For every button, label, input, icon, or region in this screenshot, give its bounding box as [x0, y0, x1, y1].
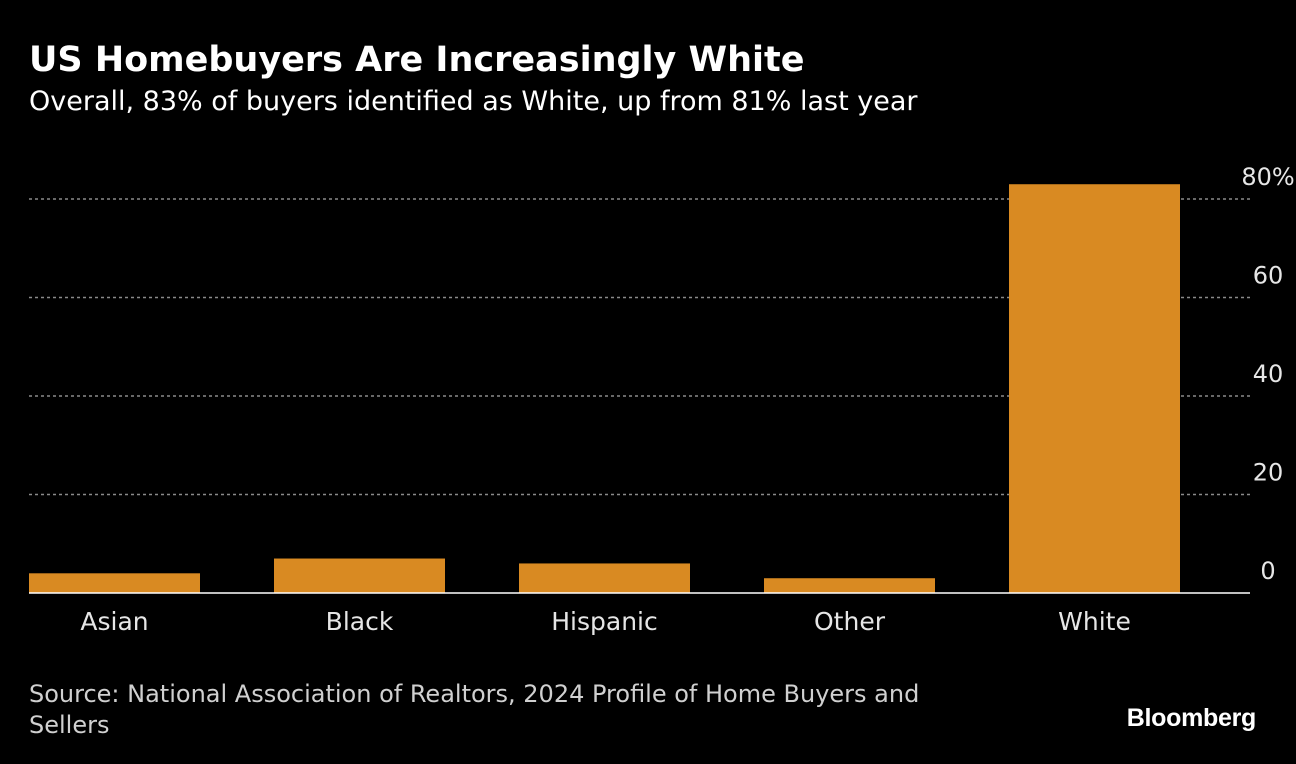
chart-subtitle: Overall, 83% of buyers identified as Whi…: [29, 86, 918, 117]
bar-white: [1009, 184, 1180, 593]
chart-title: US Homebuyers Are Increasingly White: [29, 40, 805, 80]
bar-black: [274, 558, 445, 593]
y-tick-label-20: 20: [1253, 459, 1284, 487]
y-tick-label-0: 0: [1260, 557, 1275, 585]
bar-asian: [29, 573, 200, 593]
y-tick-label-60: 60: [1253, 262, 1284, 290]
x-tick-label-asian: Asian: [80, 607, 148, 636]
x-tick-label-hispanic: Hispanic: [551, 607, 658, 636]
source-note: Source: National Association of Realtors…: [29, 680, 920, 739]
x-tick-label-white: White: [1058, 607, 1131, 636]
bar-other: [764, 578, 935, 593]
x-tick-label-other: Other: [814, 607, 886, 636]
x-tick-label-black: Black: [326, 607, 394, 636]
bloomberg-logo: Bloomberg: [1126, 704, 1257, 732]
bar-hispanic: [519, 563, 690, 593]
y-tick-label-40: 40: [1253, 360, 1284, 388]
y-tick-label-80: 80%: [1241, 163, 1294, 191]
